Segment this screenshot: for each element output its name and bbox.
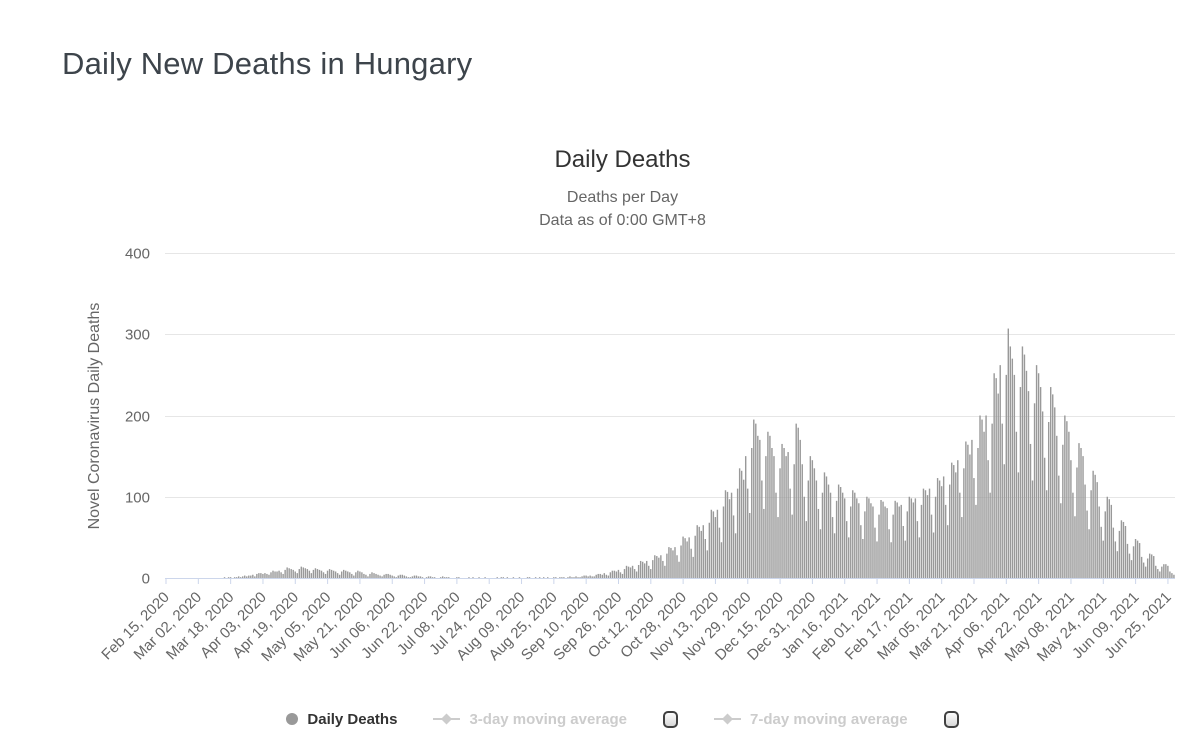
page-title: Daily New Deaths in Hungary — [62, 46, 473, 81]
chart-header: Daily Deaths Deaths per Day Data as of 0… — [60, 146, 1185, 232]
chart-title: Daily Deaths — [554, 146, 691, 173]
daily-deaths-series[interactable] — [223, 328, 1175, 579]
legend-item-7-day-moving-average[interactable]: 7-day moving average — [714, 711, 908, 728]
legend-item-daily-deaths[interactable]: Daily Deaths — [286, 711, 397, 728]
svg-text:300: 300 — [125, 327, 150, 344]
chart-legend: Daily Deaths 3-day moving average 7-day … — [60, 702, 1185, 736]
checkbox-3-day-moving-average[interactable] — [663, 710, 679, 728]
svg-text:100: 100 — [125, 490, 150, 507]
legend-label-daily-deaths: Daily Deaths — [307, 710, 398, 728]
svg-text:0: 0 — [142, 571, 150, 588]
moving-average-line-diamond-icon — [433, 713, 461, 725]
daily-deaths-marker-icon — [286, 713, 299, 725]
x-axis-line — [165, 578, 1175, 584]
chart-subtitle-line1: Deaths per Day — [566, 189, 679, 206]
chart-subtitle-line2: Data as of 0:00 GMT+8 — [539, 212, 706, 229]
checkbox-7-day-moving-average[interactable] — [943, 710, 959, 728]
y-axis-tick-labels: 0 100 200 300 400 — [125, 246, 150, 588]
legend-label-3-day-moving-average: 3-day moving average — [469, 710, 628, 728]
svg-text:400: 400 — [125, 246, 150, 263]
svg-text:200: 200 — [125, 409, 150, 426]
legend-label-7-day-moving-average: 7-day moving average — [750, 710, 908, 728]
gridlines — [165, 253, 1175, 579]
legend-item-3-day-moving-average[interactable]: 3-day moving average — [433, 711, 627, 728]
moving-average-line-diamond-icon — [714, 713, 742, 725]
